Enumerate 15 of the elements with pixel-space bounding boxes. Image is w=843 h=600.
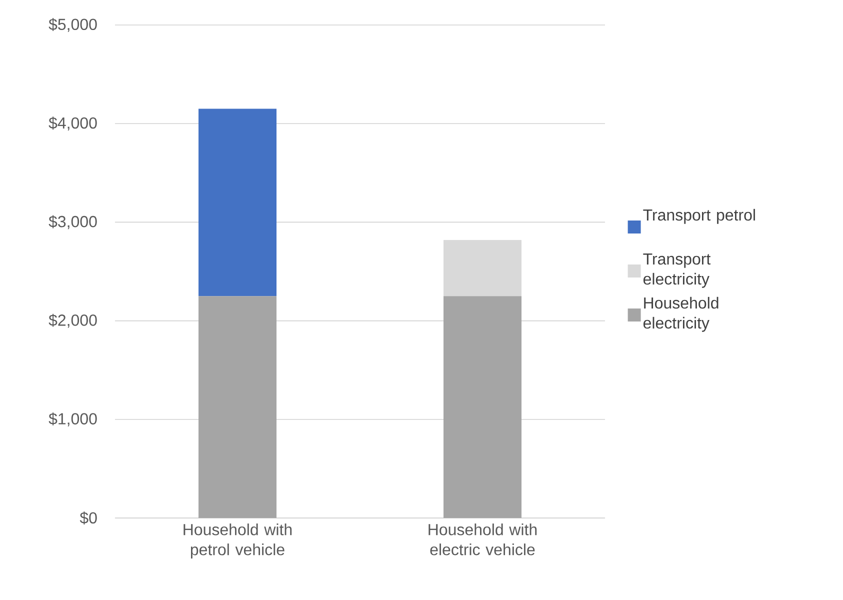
x-tick-label: Household with petrol vehicle	[184, 524, 292, 558]
y-tick-label: $1,000	[48, 412, 97, 426]
y-tick-label: $0	[80, 512, 97, 524]
bar	[198, 108, 276, 296]
y-tick-label: $4,000	[48, 116, 97, 131]
x-tick-label: Household with electric vehicle	[428, 524, 537, 556]
y-tick-label: $3,000	[48, 215, 97, 230]
legend-label: Household electricity	[643, 296, 718, 332]
legend-label: Transport petrol	[643, 208, 755, 224]
bar	[198, 296, 276, 518]
y-tick-label: $2,000	[48, 314, 97, 328]
bar	[444, 296, 522, 518]
y-tick-label: $5,000	[48, 18, 97, 32]
bar	[444, 240, 522, 296]
legend-label: Transport electricity	[643, 253, 711, 288]
